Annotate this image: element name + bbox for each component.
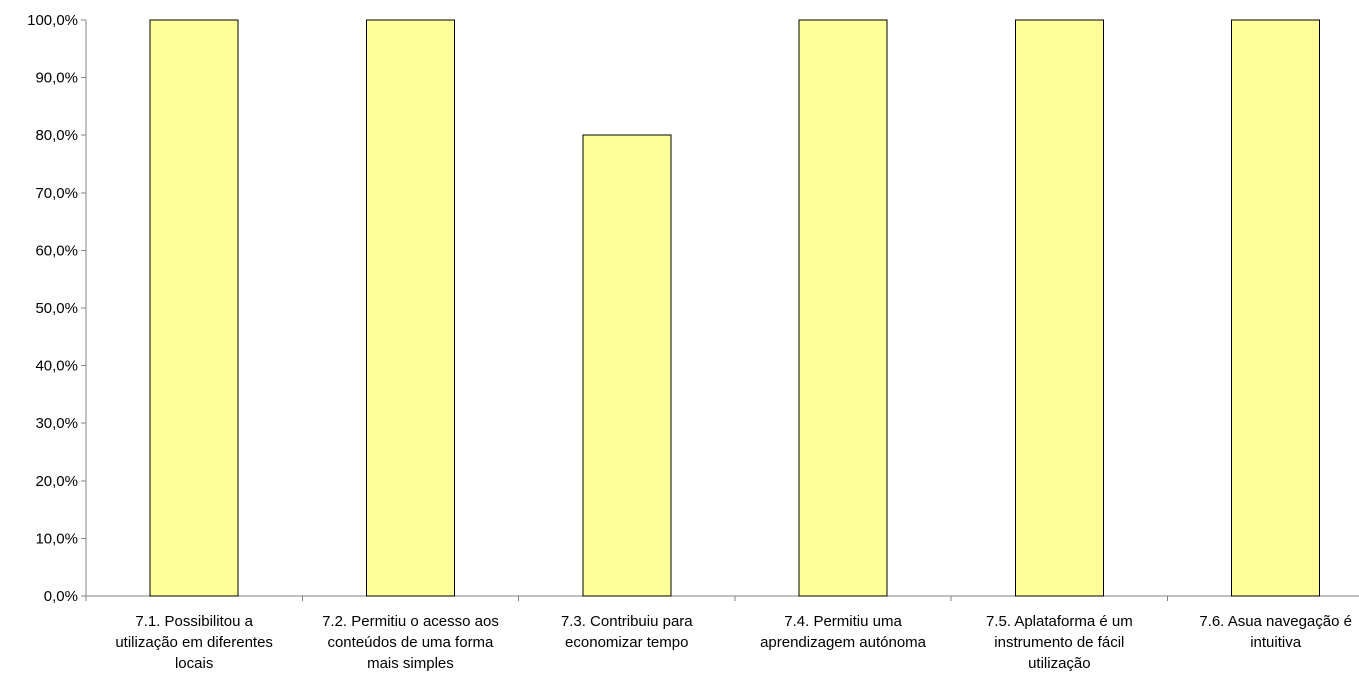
- y-tick-label: 100,0%: [27, 12, 78, 29]
- x-tick-label: instrumento de fácil: [994, 634, 1124, 651]
- y-tick-label: 60,0%: [35, 242, 78, 259]
- x-tick-label: 7.4. Permitiu uma: [784, 613, 902, 630]
- y-tick-label: 80,0%: [35, 127, 78, 144]
- bar: [582, 134, 672, 597]
- bar: [149, 19, 239, 597]
- bar: [798, 19, 888, 597]
- x-tick-label: utilização: [1028, 655, 1091, 672]
- x-tick-label: 7.1. Possibilitou a: [135, 613, 253, 630]
- x-tick-label: aprendizagem autónoma: [760, 634, 927, 651]
- x-tick-label: 7.3. Contribuiu para: [561, 613, 693, 630]
- y-tick-label: 90,0%: [35, 70, 78, 87]
- y-tick-label: 20,0%: [35, 473, 78, 490]
- x-tick-label: 7.6. Asua navegação é: [1199, 613, 1352, 630]
- x-tick-label: locais: [175, 655, 213, 672]
- bar: [1014, 19, 1104, 597]
- x-tick-label: intuitiva: [1250, 634, 1302, 651]
- y-tick-label: 50,0%: [35, 300, 78, 317]
- y-tick-label: 10,0%: [35, 530, 78, 547]
- x-tick-label: mais simples: [367, 655, 454, 672]
- y-tick-label: 70,0%: [35, 185, 78, 202]
- x-tick-label: conteúdos de uma forma: [327, 634, 494, 651]
- y-tick-label: 40,0%: [35, 358, 78, 375]
- y-tick-label: 0,0%: [44, 588, 78, 605]
- bar: [365, 19, 455, 597]
- bar: [1231, 19, 1321, 597]
- y-tick-label: 30,0%: [35, 415, 78, 432]
- x-tick-label: 7.2. Permitiu o acesso aos: [322, 613, 499, 630]
- x-tick-label: 7.5. Aplataforma é um: [986, 613, 1133, 630]
- x-tick-label: economizar tempo: [565, 634, 688, 651]
- x-tick-label: utilização em diferentes: [115, 634, 273, 651]
